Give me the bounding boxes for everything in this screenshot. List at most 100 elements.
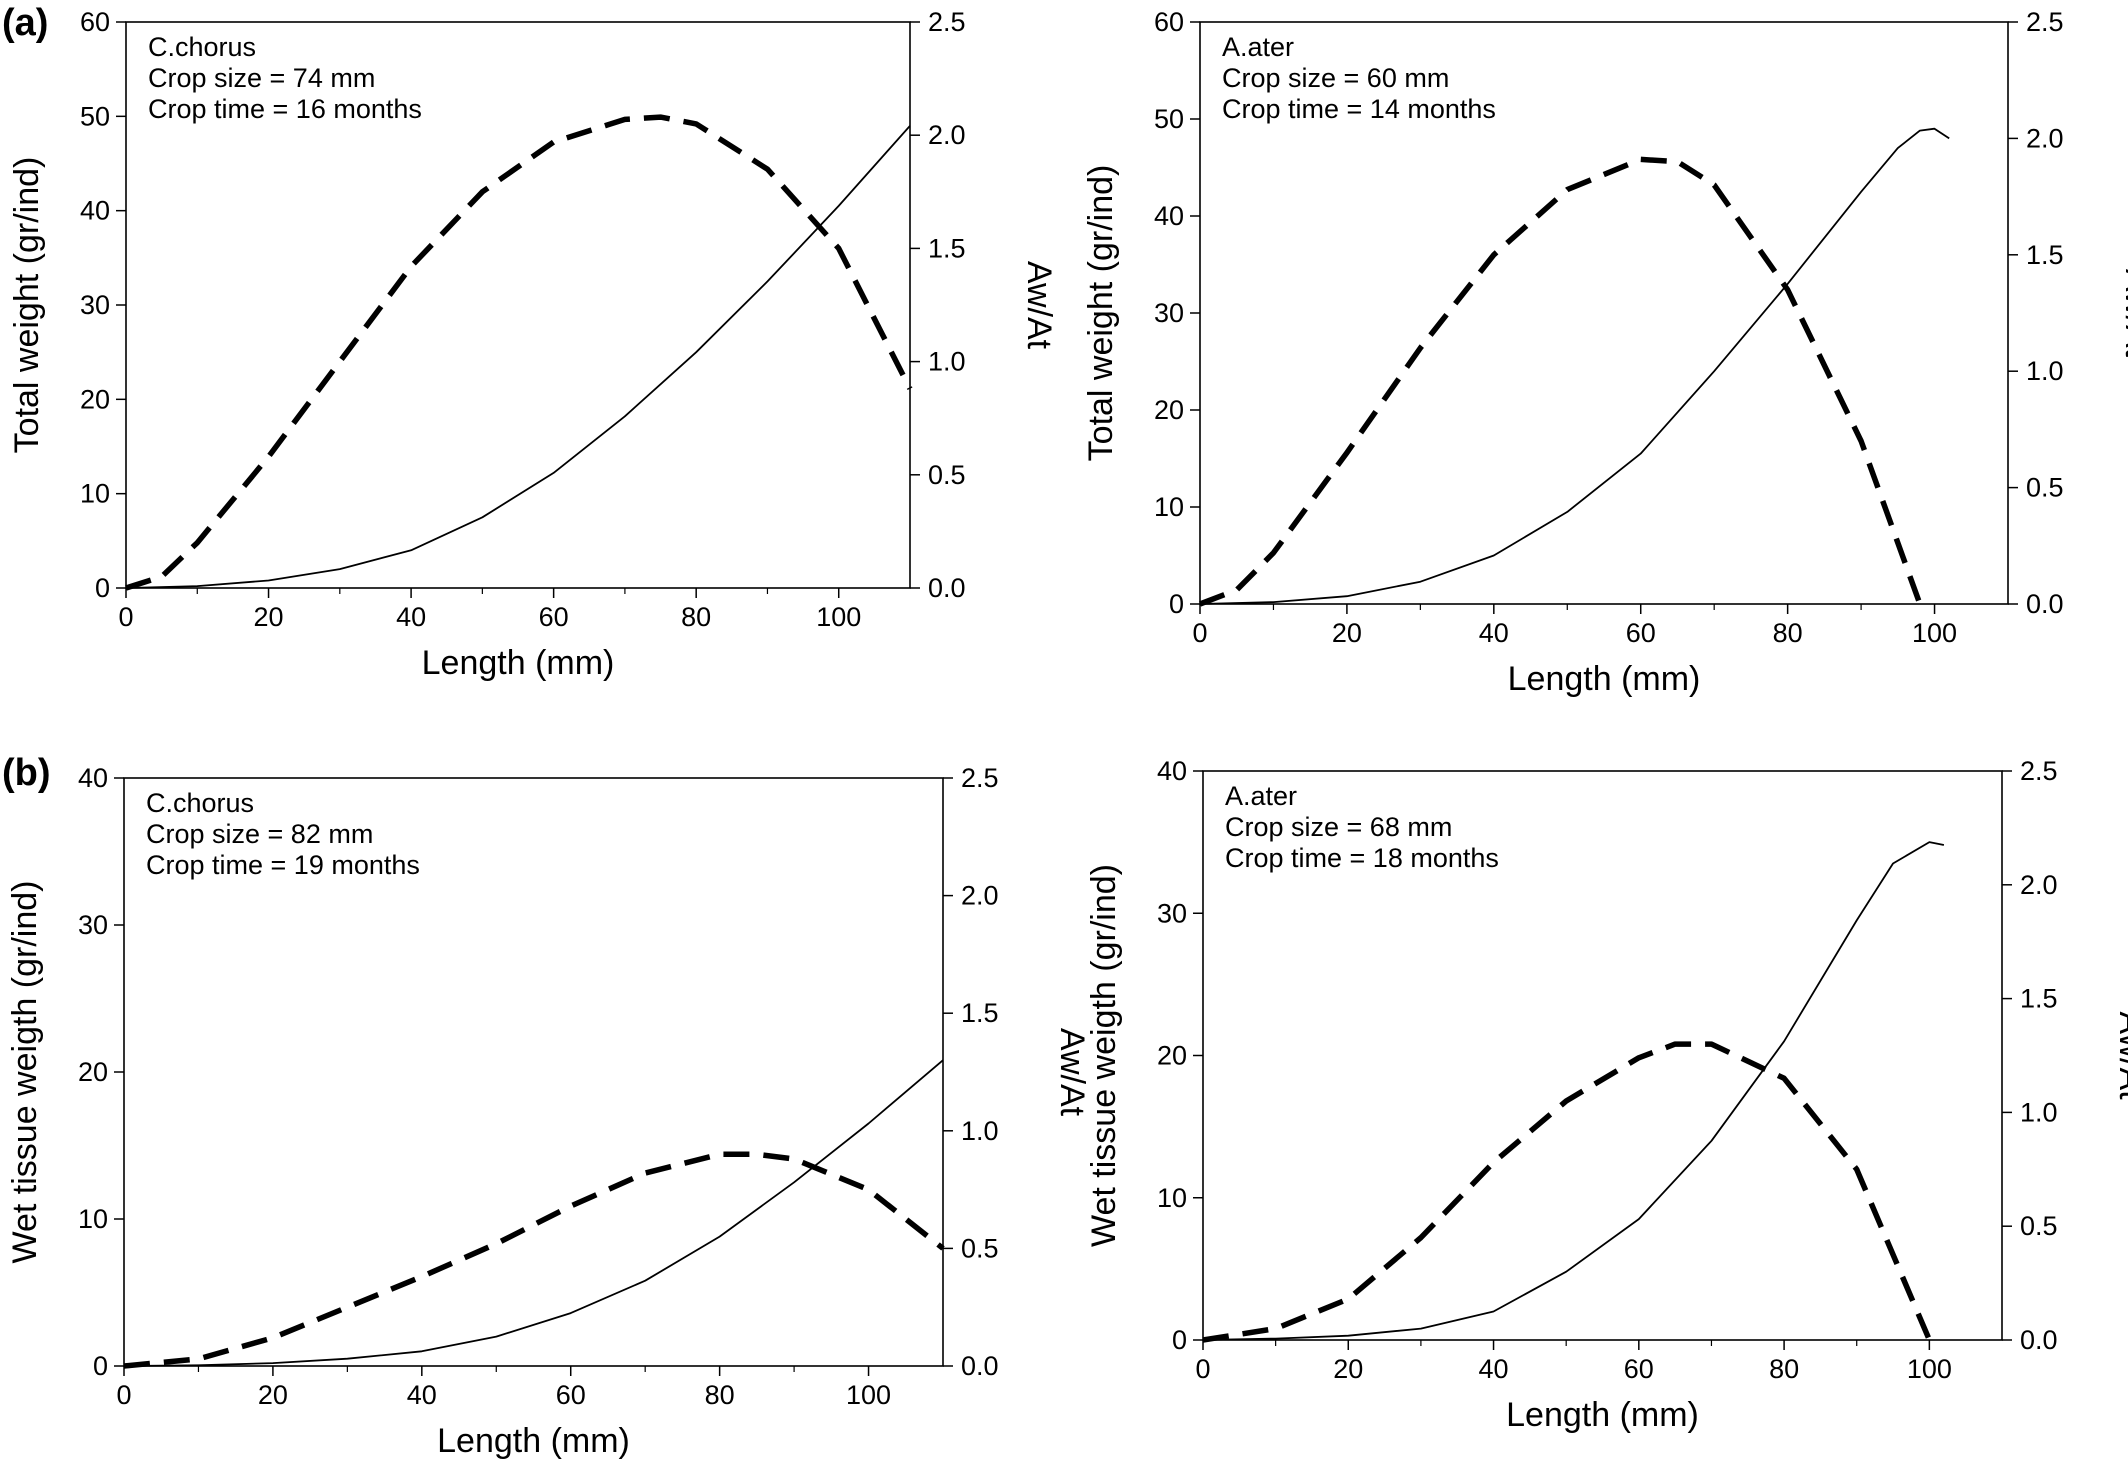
x-tick-label: 80: [705, 1380, 735, 1410]
y2-tick-label: 2.0: [2026, 123, 2064, 153]
chart-b-a-ater: 0 20 40 60 80 100 0 10 20 30 40 0.0 0.5 1.0 1.5 2.0 2.5 L…: [1085, 756, 2128, 1434]
annotation-line: Crop time = 14 months: [1222, 94, 1496, 124]
x-tick-label: 60: [556, 1380, 586, 1410]
y2-axis-title: Aw/At: [1053, 1028, 1091, 1117]
y2-tick-label: 0.0: [2020, 1325, 2058, 1355]
series-line-weight: [123, 1059, 944, 1367]
x-tick-label: 60: [1624, 1354, 1654, 1384]
y-tick-label: 40: [1157, 756, 1187, 786]
y-tick-label: 40: [80, 196, 110, 226]
annotation-line: Crop time = 19 months: [146, 850, 420, 880]
x-tick-label: 0: [1192, 618, 1207, 648]
y-tick-label: 40: [78, 763, 108, 793]
x-tick-label: 20: [1332, 618, 1362, 648]
x-tick-label: 0: [1195, 1354, 1210, 1384]
x-tick-label: 80: [681, 602, 711, 632]
y-tick-label: 20: [1157, 1041, 1187, 1071]
y-tick-label: 30: [78, 910, 108, 940]
y2-tick-label: 1.5: [2026, 240, 2064, 270]
panel-label-a: (a): [2, 2, 49, 44]
y-tick-label: 0: [1172, 1325, 1187, 1355]
x-tick-label: 40: [396, 602, 426, 632]
y-tick-label: 50: [80, 101, 110, 131]
y2-tick-label: 0.5: [2026, 473, 2064, 503]
chart-a-a-ater: 0 20 40 60 80 100 0 10 20 30 40 50 60 0.0 0.5 1.0 1.5 2.0…: [1082, 7, 2128, 698]
y2-tick-label: 2.5: [961, 763, 999, 793]
y2-tick-label: 1.0: [961, 1116, 999, 1146]
y2-tick-label: 2.0: [2020, 870, 2058, 900]
series-line-weight: [1199, 127, 1950, 605]
y2-tick-label: 1.0: [2020, 1097, 2058, 1127]
x-axis-title: Length (mm): [1506, 1396, 1699, 1434]
annotation-line: Crop size = 82 mm: [146, 819, 373, 849]
y2-tick-label: 1.0: [928, 347, 966, 377]
y2-tick-label: 2.5: [2020, 756, 2058, 786]
y-tick-label: 10: [78, 1204, 108, 1234]
panel-label-b: (b): [2, 752, 51, 794]
y-axis-title: Total weight (gr/ind): [1082, 165, 1120, 462]
y-tick-label: 30: [1157, 898, 1187, 928]
y-axis-title: Wet tissue weigth (gr/ind): [6, 881, 44, 1264]
x-tick-label: 40: [407, 1380, 437, 1410]
chart-a-c-chorus: 0 20 40 60 80 100 0 10 20 30 40 50 60 0.0 0.5 1.0 1.5 2.0…: [8, 7, 1058, 682]
annotation-line: Crop size = 68 mm: [1225, 812, 1452, 842]
x-tick-label: 100: [1912, 618, 1957, 648]
y2-tick-label: 2.5: [2026, 7, 2064, 37]
series-line-weight: [1202, 841, 1945, 1341]
x-tick-label: 20: [254, 602, 284, 632]
y2-axis-title: Aw/At: [2112, 1011, 2128, 1100]
y-tick-label: 40: [1154, 201, 1184, 231]
y-tick-label: 50: [1154, 104, 1184, 134]
x-axis-title: Length (mm): [1508, 660, 1701, 698]
chart-b-c-chorus: 0 20 40 60 80 100 0 10 20 30 40 0.0 0.5 1.0 1.5 2.0 2.5 L…: [6, 763, 1091, 1460]
annotation-line: Crop time = 18 months: [1225, 843, 1499, 873]
x-axis-title: Length (mm): [422, 644, 615, 682]
y2-tick-label: 1.5: [2020, 984, 2058, 1014]
x-tick-label: 100: [1907, 1354, 1952, 1384]
series-line-aw-at: [1202, 1041, 1932, 1343]
x-tick-label: 20: [1333, 1354, 1363, 1384]
y-axis-title: Wet tissue weigth (gr/ind): [1085, 864, 1123, 1247]
y2-tick-label: 0.5: [928, 460, 966, 490]
annotation-line: C.chorus: [148, 32, 256, 62]
y2-tick-label: 2.0: [961, 881, 999, 911]
y2-tick-label: 0.0: [2026, 589, 2064, 619]
x-tick-label: 80: [1773, 618, 1803, 648]
x-tick-label: 60: [539, 602, 569, 632]
x-tick-label: 100: [846, 1380, 891, 1410]
y-tick-label: 20: [78, 1057, 108, 1087]
annotation-line: C.chorus: [146, 788, 254, 818]
y-tick-label: 60: [80, 7, 110, 37]
y2-axis-title: Aw/At: [1020, 261, 1058, 350]
annotation-line: A.ater: [1222, 32, 1294, 62]
y-tick-label: 30: [1154, 298, 1184, 328]
annotation-line: Crop time = 16 months: [148, 94, 422, 124]
y2-axis-title: Aw/At: [2118, 269, 2128, 358]
x-tick-label: 60: [1626, 618, 1656, 648]
x-tick-label: 40: [1479, 618, 1509, 648]
series-line-aw-at: [1199, 156, 1923, 607]
y2-tick-label: 0.5: [961, 1233, 999, 1263]
y-tick-label: 20: [80, 384, 110, 414]
annotation-line: Crop size = 60 mm: [1222, 63, 1449, 93]
y2-tick-label: 0.0: [961, 1351, 999, 1381]
y-axis-title: Total weight (gr/ind): [8, 157, 46, 454]
y-tick-label: 30: [80, 290, 110, 320]
x-tick-label: 0: [118, 602, 133, 632]
x-axis-title: Length (mm): [437, 1422, 630, 1460]
x-tick-label: 0: [116, 1380, 131, 1410]
series-line-weight: [125, 125, 911, 589]
y2-tick-label: 1.0: [2026, 356, 2064, 386]
series-line-aw-at: [125, 114, 913, 591]
annotation-line: Crop size = 74 mm: [148, 63, 375, 93]
x-tick-label: 20: [258, 1380, 288, 1410]
y2-tick-label: 0.0: [928, 573, 966, 603]
y-tick-label: 20: [1154, 395, 1184, 425]
y-tick-label: 60: [1154, 7, 1184, 37]
y2-tick-label: 2.0: [928, 120, 966, 150]
y2-tick-label: 0.5: [2020, 1211, 2058, 1241]
x-tick-label: 80: [1769, 1354, 1799, 1384]
y-tick-label: 0: [95, 573, 110, 603]
y2-tick-label: 1.5: [928, 233, 966, 263]
